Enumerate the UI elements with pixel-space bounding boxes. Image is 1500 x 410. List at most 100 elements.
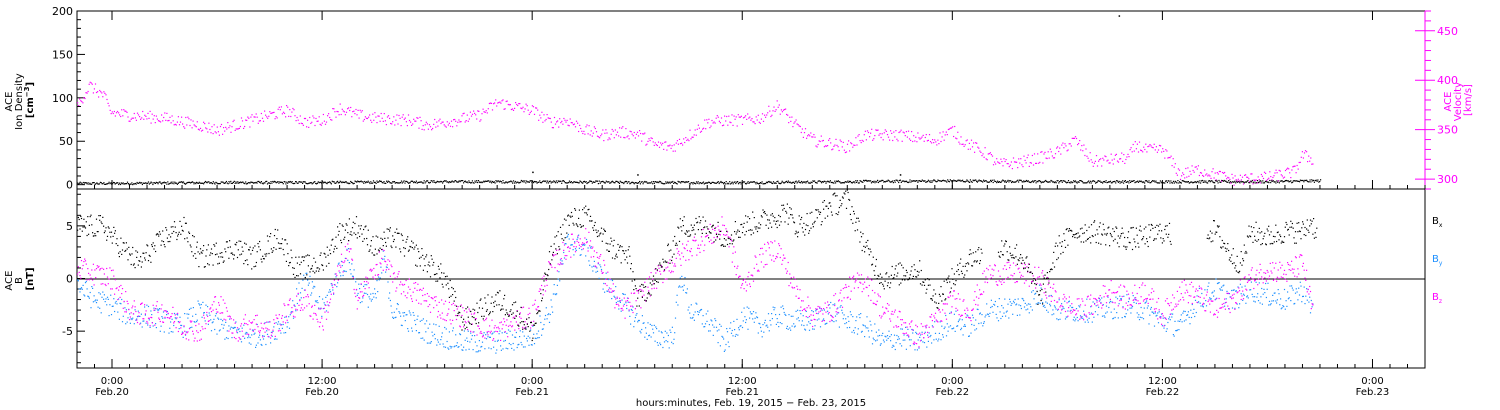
velocity-point [454,118,456,121]
by-point [715,326,718,328]
bz-point [624,317,626,319]
density-point [856,181,858,183]
density-point [322,181,324,183]
velocity-point [1136,143,1138,145]
by-point [1058,299,1060,301]
density-point [643,181,645,183]
velocity-point [166,112,168,114]
bz-point [603,259,605,262]
by-point [1280,308,1282,310]
bz-point [282,321,284,323]
density-point [1086,182,1088,184]
by-point [223,324,225,326]
velocity-point [524,108,526,110]
by-point [158,309,160,311]
by-point [113,298,115,300]
density-point [582,181,585,183]
by-point [1090,312,1093,314]
bz-point [210,307,212,309]
by-point [466,337,468,339]
velocity-point [775,109,777,111]
velocity-point [593,126,595,128]
velocity-point [628,138,630,140]
by-point [796,318,798,320]
velocity-point [197,128,199,130]
density-point [815,182,817,184]
density-point [883,181,885,183]
density-point [644,180,646,183]
bz-point [394,277,396,279]
velocity-point [1154,149,1156,151]
by-point [1185,319,1187,321]
by-point [130,318,132,320]
bz-point [563,244,566,246]
density-point [474,180,476,182]
by-point [230,326,232,328]
velocity-point [1120,158,1122,160]
by-point [548,321,551,323]
density-point [276,181,278,183]
by-point [318,307,320,309]
bz-point [602,272,604,274]
density-point [1113,181,1115,183]
density-point [492,181,494,183]
density-point [1307,181,1309,183]
velocity-point [1028,165,1030,167]
bz-point [107,283,109,285]
velocity-point [886,134,889,136]
bz-point [471,323,473,325]
by-point [1012,313,1014,315]
velocity-point [1286,168,1288,170]
by-point [712,324,714,326]
bz-point [128,309,130,311]
bz-point [140,303,142,305]
by-point [1109,302,1111,304]
velocity-point [145,115,147,117]
density-point [828,181,831,183]
by-point [1208,282,1210,284]
velocity-point [893,131,895,133]
velocity-point [1279,170,1281,172]
bz-point [632,311,634,314]
by-point [561,260,563,262]
density-point [310,182,312,184]
velocity-point [874,135,876,137]
bz-point [626,304,628,307]
by-point [963,325,965,327]
by-point [218,318,220,320]
bz-point [673,265,675,267]
velocity-point [1064,143,1066,145]
density-point [791,182,793,184]
bz-point [314,304,316,306]
by-point [233,327,235,329]
density-point [947,179,949,181]
velocity-point [1000,158,1002,160]
by-point [270,331,272,333]
velocity-point [294,115,296,117]
velocity-point [1173,166,1175,168]
bz-point [641,295,643,298]
density-point [733,181,735,183]
by-point [1298,287,1300,289]
by-point [1256,296,1258,298]
bz-point [455,314,457,317]
velocity-point [468,118,470,120]
by-point [1202,305,1204,307]
bz-point [136,319,138,321]
bz-point [446,314,448,316]
bz-point [316,318,318,320]
density-point [83,181,85,184]
velocity-point [158,120,161,122]
velocity-point [224,130,226,132]
velocity-point [213,124,215,126]
by-point [1063,307,1065,310]
bz-point [610,288,612,290]
by-point [1241,286,1243,288]
velocity-point [275,116,277,118]
velocity-point [369,114,371,116]
by-point [225,337,228,339]
velocity-point [487,108,489,110]
bz-point [80,277,82,279]
velocity-point [365,117,368,119]
velocity-point [498,101,500,104]
